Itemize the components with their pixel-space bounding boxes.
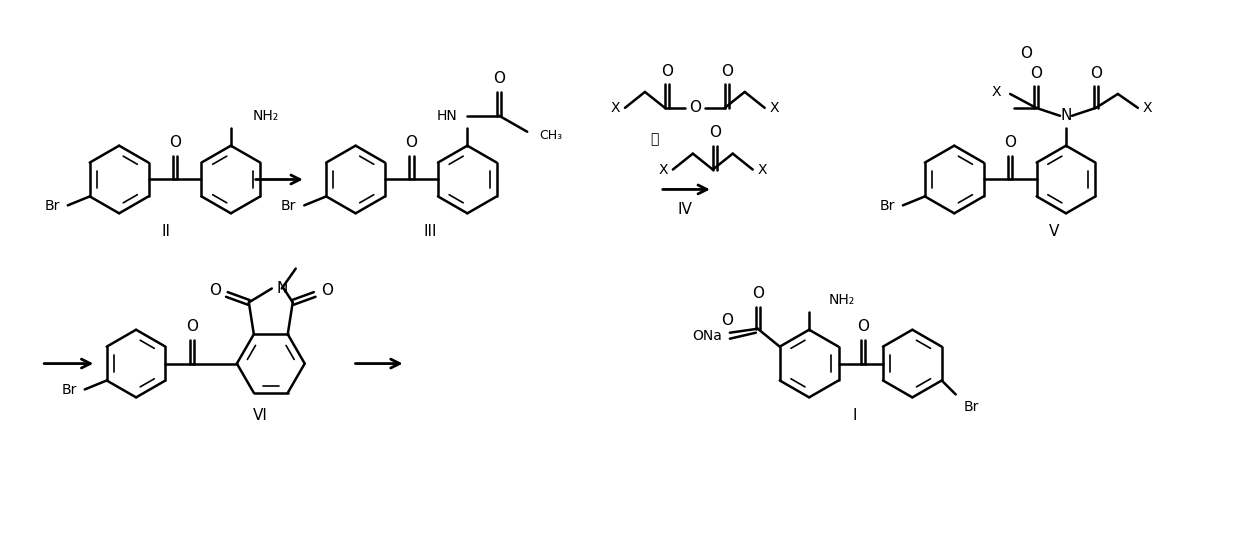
Text: O: O <box>857 319 869 334</box>
Text: II: II <box>161 224 171 239</box>
Text: NH₂: NH₂ <box>253 109 279 123</box>
Text: Br: Br <box>62 383 77 397</box>
Text: ONa: ONa <box>692 329 722 343</box>
Text: O: O <box>720 64 733 79</box>
Text: O: O <box>661 64 673 79</box>
Text: O: O <box>321 283 332 297</box>
Text: X: X <box>758 162 768 177</box>
Text: O: O <box>1021 45 1032 60</box>
Text: O: O <box>169 135 181 150</box>
Text: X: X <box>992 85 1001 99</box>
Text: Br: Br <box>879 199 895 213</box>
Text: O: O <box>1030 65 1042 80</box>
Text: IV: IV <box>677 202 692 217</box>
Text: NH₂: NH₂ <box>830 293 856 307</box>
Text: N: N <box>277 281 288 296</box>
Text: O: O <box>1090 65 1102 80</box>
Text: O: O <box>720 313 733 329</box>
Text: O: O <box>709 125 720 140</box>
Text: O: O <box>186 319 198 334</box>
Text: O: O <box>405 135 418 150</box>
Text: Br: Br <box>45 199 60 213</box>
Text: 或: 或 <box>651 133 660 147</box>
Text: CH₃: CH₃ <box>539 129 562 142</box>
Text: X: X <box>658 162 667 177</box>
Text: X: X <box>1143 101 1152 115</box>
Text: Br: Br <box>281 199 296 213</box>
Text: O: O <box>689 100 701 115</box>
Text: X: X <box>610 101 620 115</box>
Text: O: O <box>751 286 764 301</box>
Text: III: III <box>424 224 438 239</box>
Text: O: O <box>208 283 221 297</box>
Text: HN: HN <box>436 109 458 123</box>
Text: O: O <box>494 71 505 86</box>
Text: VI: VI <box>253 408 268 423</box>
Text: I: I <box>852 408 857 423</box>
Text: X: X <box>770 101 780 115</box>
Text: V: V <box>1049 224 1059 239</box>
Text: O: O <box>1004 135 1016 150</box>
Text: Br: Br <box>963 401 980 414</box>
Text: N: N <box>1060 109 1071 124</box>
